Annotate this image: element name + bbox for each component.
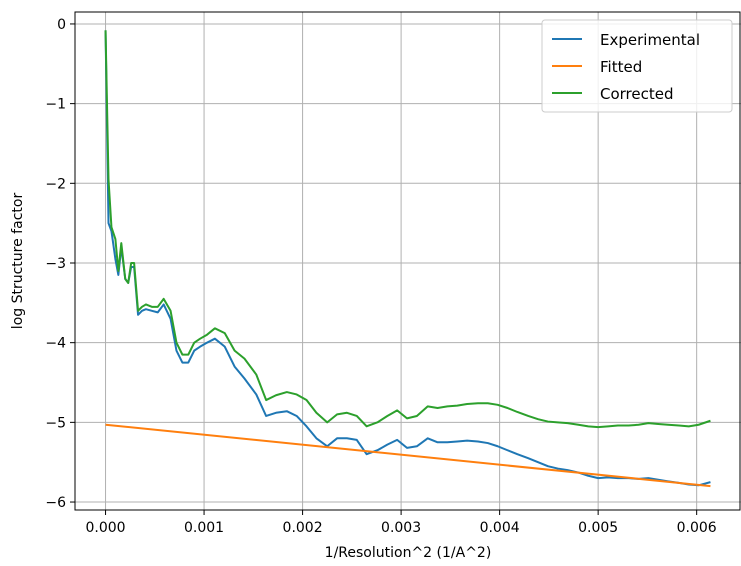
y-axis-ticks: 0 −1 −2 −3 −4 −5 −6 <box>45 17 75 511</box>
y-tick-label: 0 <box>57 17 66 33</box>
x-axis-ticks: 0.000 0.001 0.002 0.003 0.004 0.005 0.006 <box>85 510 717 536</box>
y-tick-label: −3 <box>45 256 66 272</box>
x-axis-label: 1/Resolution^2 (1/A^2) <box>325 545 492 561</box>
grid <box>75 12 741 510</box>
y-tick-label: −4 <box>45 336 66 352</box>
x-tick-label: 0.001 <box>184 520 224 536</box>
legend-box <box>541 19 733 113</box>
y-tick-label: −1 <box>45 97 66 113</box>
y-tick-label: −2 <box>45 176 66 192</box>
series-line-fitted <box>105 423 711 488</box>
x-tick-label: 0.003 <box>381 520 421 536</box>
y-tick-label: −5 <box>45 415 66 431</box>
y-axis-label: log Structure factor <box>10 193 26 330</box>
series-line-corrected <box>104 30 711 429</box>
legend-label-experimental: Experimental <box>600 31 700 49</box>
legend-label-fitted: Fitted <box>600 58 642 76</box>
x-tick-label: 0.004 <box>480 520 520 536</box>
x-tick-label: 0.002 <box>283 520 323 536</box>
series-line-experimental <box>104 30 711 487</box>
legend: Experimental Fitted Corrected <box>541 19 733 113</box>
x-tick-label: 0.005 <box>578 520 618 536</box>
x-tick-label: 0.006 <box>677 520 717 536</box>
legend-label-corrected: Corrected <box>600 85 674 103</box>
plot-frame <box>74 11 741 511</box>
series-layer <box>104 30 711 488</box>
x-tick-label: 0.000 <box>85 520 125 536</box>
y-tick-label: −6 <box>45 495 66 511</box>
